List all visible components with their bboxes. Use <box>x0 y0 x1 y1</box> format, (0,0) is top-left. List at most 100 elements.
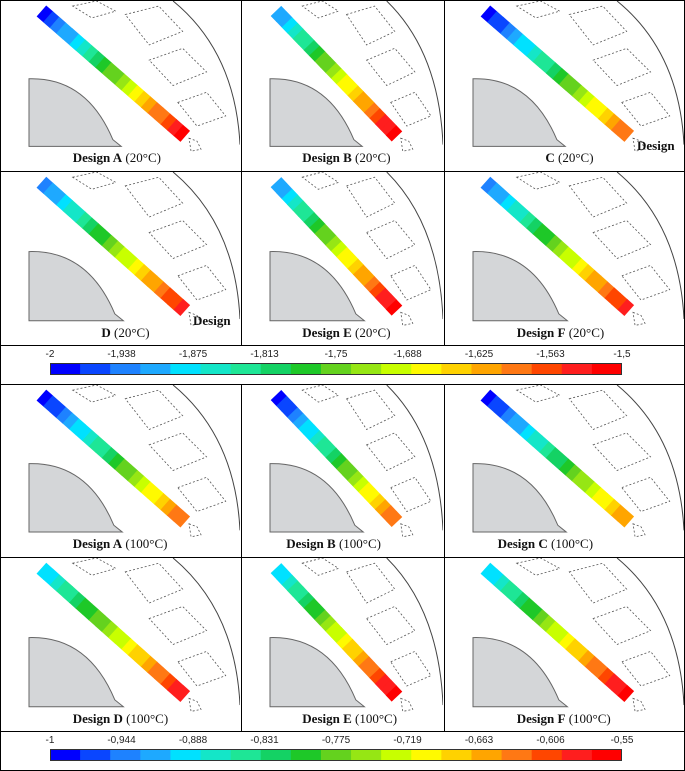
panel-drawing <box>269 1 443 152</box>
panel-drawing <box>472 385 684 538</box>
panel-drawing <box>28 385 240 538</box>
bar-end-outline <box>400 311 414 326</box>
colorbar-tick-label: -0,606 <box>536 735 565 746</box>
panel-design-label: D <box>101 325 111 340</box>
colorbar-tick-label: -1,563 <box>536 349 565 360</box>
bar-end-outline <box>400 523 414 538</box>
colorbar-swatch <box>591 749 623 761</box>
panel-caption-overflow: Design <box>193 313 231 328</box>
colorbar-swatch <box>351 749 382 761</box>
colorbar-swatch <box>260 749 292 761</box>
panel-caption: D (20°C) <box>101 325 149 341</box>
colorbar-swatch <box>260 363 292 375</box>
stator-bore-line <box>172 385 240 531</box>
rotor-surface <box>269 251 366 322</box>
panel-design-label: Design E <box>302 711 352 726</box>
panel-caption: Design A (100°C) <box>73 536 168 552</box>
colorbar-tick-label: -1,75 <box>324 349 348 360</box>
table-rule <box>0 171 685 172</box>
stator-bore-line <box>616 172 684 320</box>
colorbar-tick-label: -1,688 <box>393 349 422 360</box>
panel-drawing <box>28 558 240 712</box>
bar-end-outline <box>188 137 202 152</box>
colorbar-tick-label: -0,831 <box>250 735 279 746</box>
stator-bore-line <box>616 558 684 706</box>
panel-caption: Design E (20°C) <box>302 325 390 341</box>
rotor-surface <box>269 78 364 147</box>
stator-slot-outlines <box>515 385 671 513</box>
simulation-panel <box>242 385 443 556</box>
panel-drawing <box>472 172 684 326</box>
rotor-surface <box>472 637 569 708</box>
rotor-surface <box>28 463 124 533</box>
table-rule <box>444 384 445 731</box>
magnet-bar <box>270 390 403 528</box>
colorbar-tick-label: -0,663 <box>464 735 494 746</box>
panel-caption: Design E (100°C) <box>302 711 397 727</box>
panel-caption: Design A (20°C) <box>73 150 161 166</box>
colorbar <box>50 362 623 375</box>
panel-temperature: (20°C) <box>122 150 161 165</box>
panel-caption: Design B (100°C) <box>286 536 381 552</box>
colorbar-swatch <box>140 363 171 375</box>
colorbar-swatch <box>411 749 442 761</box>
colorbar-tick-label: -0,719 <box>393 735 422 746</box>
table-rule <box>241 384 242 731</box>
colorbar <box>50 748 623 761</box>
magnet-bar <box>36 176 191 317</box>
colorbar-swatch <box>170 363 202 375</box>
simulation-panel <box>242 172 443 345</box>
panel-design-label: Design E <box>302 325 352 340</box>
panel-temperature: (100°C) <box>122 711 169 726</box>
stator-slot-outlines <box>71 172 227 301</box>
panel-temperature: (100°C) <box>122 536 168 551</box>
magnet-bar <box>270 177 403 316</box>
colorbar-swatch <box>471 363 503 375</box>
panel-design-label: C <box>545 150 555 165</box>
bar-end-outline <box>188 523 202 538</box>
panel-temperature: (20°C) <box>565 325 605 340</box>
colorbar-swatch <box>501 749 533 761</box>
panel-caption: Design B (20°C) <box>302 150 390 166</box>
rotor-surface <box>269 637 366 708</box>
panel-caption: Design D (100°C) <box>73 711 168 727</box>
colorbar-tick-label: -1,813 <box>250 349 279 360</box>
colorbar-swatch <box>591 363 623 375</box>
stator-slot-outlines <box>515 172 671 301</box>
rotor-surface <box>28 251 125 322</box>
panel-design-label: Design D <box>72 711 123 726</box>
simulation-panel <box>1 558 240 731</box>
magnet-bar <box>36 562 191 703</box>
panel-drawing <box>472 1 684 152</box>
panel-caption-overflow: Design <box>637 138 675 153</box>
colorbar-swatches <box>50 363 623 375</box>
colorbar-swatch <box>110 363 141 375</box>
panel-drawing <box>28 1 240 152</box>
colorbar-tick-label: -0,55 <box>610 735 634 746</box>
colorbar-swatches <box>50 749 623 761</box>
colorbar-tick-label: -1,5 <box>613 349 631 360</box>
bar-end-outline <box>400 137 414 152</box>
colorbar-swatch <box>411 363 442 375</box>
rotor-surface <box>28 637 125 708</box>
colorbar-tick-label: -0,775 <box>321 735 351 746</box>
magnet-bar <box>480 176 635 317</box>
rotor-surface <box>269 463 365 533</box>
colorbar-tick-label: -1,875 <box>178 349 208 360</box>
colorbar-swatch <box>170 749 202 761</box>
table-rule <box>0 0 685 1</box>
colorbar-swatch <box>501 363 533 375</box>
stator-slot-outlines <box>71 1 227 127</box>
simulation-panel <box>445 1 684 170</box>
panel-temperature: (100°C) <box>547 536 594 551</box>
bar-end-outline <box>632 697 646 712</box>
colorbar-tick-label: -0,944 <box>107 735 136 746</box>
rotor-surface <box>472 251 569 322</box>
colorbar-tick-label: -1,625 <box>464 349 494 360</box>
stator-slot-outlines <box>301 172 432 301</box>
bar-end-outline <box>188 311 202 326</box>
panel-temperature: (20°C) <box>351 150 391 165</box>
colorbar-swatch <box>531 749 563 761</box>
panel-temperature: (20°C) <box>351 325 391 340</box>
